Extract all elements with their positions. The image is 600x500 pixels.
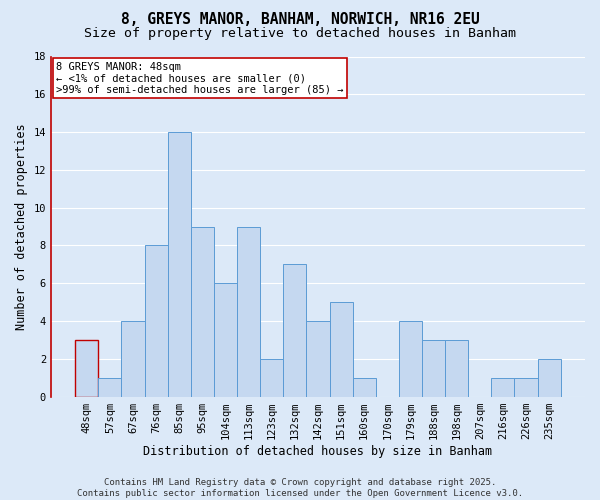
Bar [422, 340, 445, 396]
Bar [237, 226, 260, 396]
Bar [191, 226, 214, 396]
Bar [260, 359, 283, 397]
Text: 8 GREYS MANOR: 48sqm
← <1% of detached houses are smaller (0)
>99% of semi-detac: 8 GREYS MANOR: 48sqm ← <1% of detached h… [56, 62, 344, 95]
X-axis label: Distribution of detached houses by size in Banham: Distribution of detached houses by size … [143, 444, 493, 458]
Bar [329, 302, 353, 396]
Text: Size of property relative to detached houses in Banham: Size of property relative to detached ho… [84, 28, 516, 40]
Bar [283, 264, 307, 396]
Text: Contains HM Land Registry data © Crown copyright and database right 2025.
Contai: Contains HM Land Registry data © Crown c… [77, 478, 523, 498]
Bar [214, 283, 237, 397]
Bar [445, 340, 468, 396]
Text: 8, GREYS MANOR, BANHAM, NORWICH, NR16 2EU: 8, GREYS MANOR, BANHAM, NORWICH, NR16 2E… [121, 12, 479, 28]
Bar [121, 321, 145, 396]
Bar [353, 378, 376, 396]
Bar [167, 132, 191, 396]
Bar [75, 340, 98, 396]
Bar [145, 246, 167, 396]
Bar [399, 321, 422, 396]
Bar [538, 359, 561, 397]
Bar [98, 378, 121, 396]
Bar [514, 378, 538, 396]
Y-axis label: Number of detached properties: Number of detached properties [15, 123, 28, 330]
Bar [307, 321, 329, 396]
Bar [491, 378, 514, 396]
